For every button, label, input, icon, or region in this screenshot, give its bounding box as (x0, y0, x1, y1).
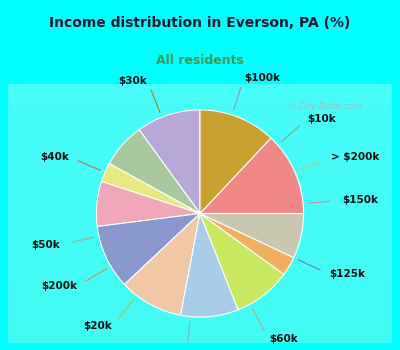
Wedge shape (96, 182, 200, 226)
Text: $20k: $20k (84, 321, 112, 331)
Wedge shape (102, 163, 200, 214)
Text: $60k: $60k (269, 334, 298, 344)
Text: $100k: $100k (244, 72, 280, 83)
Text: $40k: $40k (40, 152, 69, 162)
Text: ⊙ City-Data.com: ⊙ City-Data.com (288, 102, 363, 111)
Wedge shape (200, 214, 304, 258)
Wedge shape (180, 214, 238, 317)
Wedge shape (200, 214, 284, 310)
Wedge shape (200, 138, 304, 214)
Wedge shape (109, 130, 200, 214)
Wedge shape (200, 214, 294, 274)
Wedge shape (200, 110, 271, 214)
Text: > $200k: > $200k (331, 152, 380, 162)
Wedge shape (124, 214, 200, 315)
Text: $150k: $150k (342, 195, 378, 205)
Text: $200k: $200k (41, 281, 77, 291)
Text: $125k: $125k (329, 270, 365, 279)
Text: $50k: $50k (32, 240, 60, 250)
Wedge shape (97, 214, 200, 285)
Text: $30k: $30k (119, 76, 147, 85)
Text: $10k: $10k (307, 114, 336, 124)
Wedge shape (139, 110, 200, 214)
Text: Income distribution in Everson, PA (%): Income distribution in Everson, PA (%) (49, 16, 351, 30)
Text: All residents: All residents (156, 54, 244, 67)
